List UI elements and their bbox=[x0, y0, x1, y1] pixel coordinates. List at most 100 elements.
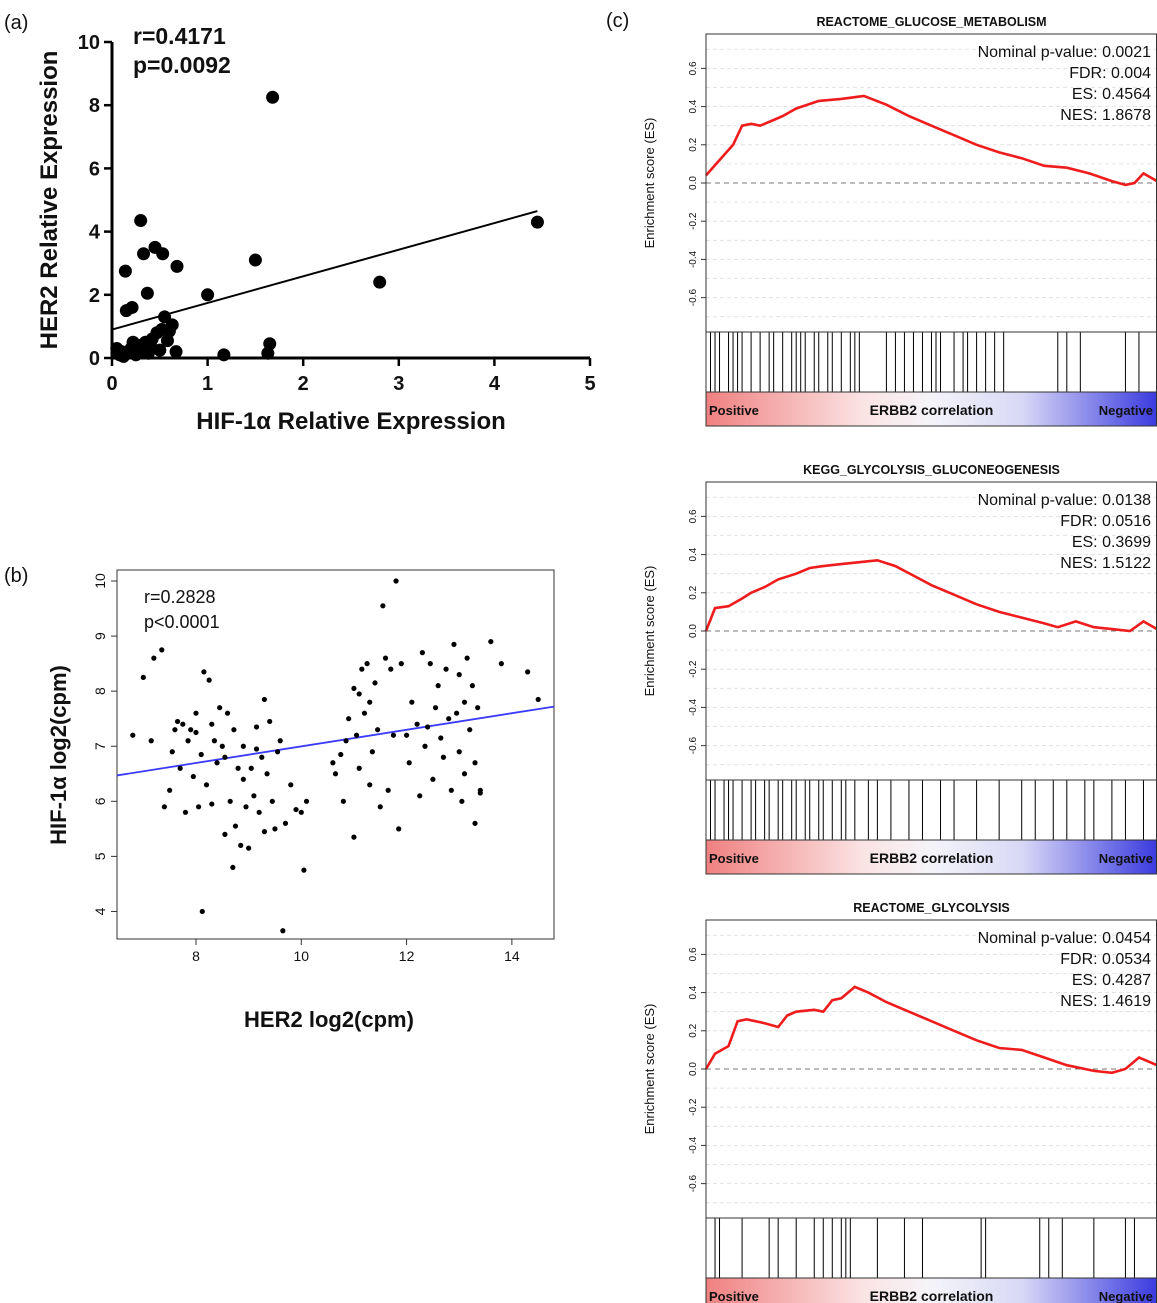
chart-c1-es-line bbox=[705, 94, 1157, 187]
chart-c3-stat: FDR: 0.0534 bbox=[1060, 951, 1151, 968]
chart-a-point bbox=[153, 343, 167, 357]
chart-b-point bbox=[459, 798, 465, 804]
chart-b-point bbox=[351, 685, 357, 692]
chart-b-point bbox=[456, 672, 462, 678]
chart-b-point bbox=[235, 765, 241, 771]
chart-b-point bbox=[130, 732, 136, 738]
chart-b-point bbox=[201, 669, 207, 675]
chart-a-point bbox=[125, 300, 139, 314]
chart-c3-y-tick-label: -0.6 bbox=[688, 1175, 699, 1193]
chart-b-point bbox=[209, 721, 215, 727]
panel-label-b: (b) bbox=[4, 565, 28, 587]
chart-a-y-tick-label: 10 bbox=[78, 32, 100, 54]
chart-c3-x-label: ERBB2 correlation bbox=[870, 1288, 994, 1303]
chart-a-y-tick-label: 2 bbox=[89, 285, 100, 307]
chart-b-x-tick-label: 8 bbox=[192, 948, 200, 964]
chart-b-point bbox=[427, 661, 433, 667]
chart-c3-stat: NES: 1.4619 bbox=[1060, 993, 1151, 1010]
chart-a-annotation-p: p=0.0092 bbox=[133, 52, 231, 78]
chart-a-annotation-r: r=0.4171 bbox=[133, 23, 226, 49]
chart-b-point bbox=[261, 829, 268, 835]
chart-b-point bbox=[185, 738, 191, 744]
chart-c2-es-line bbox=[704, 558, 1157, 633]
chart-c2-y-tick-label: -0.6 bbox=[688, 737, 699, 755]
chart-b-point bbox=[369, 749, 375, 755]
chart-a-y-tick-label: 0 bbox=[89, 348, 100, 370]
chart-c3-positive-label: Positive bbox=[709, 1289, 759, 1303]
chart-c2-gradient-bar bbox=[706, 840, 1157, 874]
chart-c1-stat: ES: 0.4564 bbox=[1072, 86, 1151, 103]
chart-b-point bbox=[375, 727, 381, 733]
chart-b-y-tick-label: 6 bbox=[92, 797, 108, 805]
chart-b-annotation-r: r=0.2828 bbox=[144, 587, 216, 607]
chart-b-point bbox=[332, 771, 339, 777]
chart-b-point bbox=[464, 655, 470, 661]
chart-c3-y-tick-label: 0.0 bbox=[688, 1062, 699, 1076]
chart-b-regression-line bbox=[116, 705, 555, 777]
chart-b-point bbox=[261, 696, 268, 703]
chart-b-point bbox=[453, 710, 460, 716]
chart-b-point bbox=[356, 691, 362, 697]
chart-b-point bbox=[467, 727, 473, 733]
chart-b-point bbox=[359, 666, 365, 672]
chart-b-point bbox=[443, 666, 449, 672]
chart-a-point bbox=[169, 345, 183, 359]
chart-c1-negative-label: Negative bbox=[1099, 403, 1153, 418]
chart-c1-x-label: ERBB2 correlation bbox=[870, 402, 994, 418]
chart-b-point bbox=[188, 727, 194, 733]
chart-b-point bbox=[274, 749, 281, 755]
chart-a-point bbox=[137, 247, 151, 261]
chart-b-x-tick-label: 10 bbox=[293, 948, 309, 964]
chart-b-point bbox=[174, 718, 181, 725]
chart-b-point bbox=[498, 661, 504, 667]
chart-b-point bbox=[396, 826, 402, 832]
chart-c1-y-tick-label: 0.6 bbox=[688, 61, 699, 75]
chart-b-point bbox=[388, 666, 394, 672]
chart-b-point bbox=[240, 776, 246, 782]
chart-b-point bbox=[196, 804, 202, 810]
chart-c3-es-line bbox=[704, 985, 1157, 1075]
chart-b-point bbox=[180, 721, 186, 727]
chart-b-point bbox=[425, 724, 431, 730]
chart-b-point bbox=[148, 738, 154, 744]
chart-c3-stat: ES: 0.4287 bbox=[1072, 972, 1151, 989]
chart-b-y-tick-label: 5 bbox=[92, 852, 108, 860]
chart-b-point bbox=[282, 820, 289, 826]
chart-b-point bbox=[525, 669, 531, 675]
chart-a-x-tick-label: 2 bbox=[298, 373, 309, 395]
chart-b-point bbox=[343, 738, 349, 744]
chart-b-point bbox=[422, 743, 428, 749]
chart-a-x-tick-label: 3 bbox=[393, 373, 404, 395]
chart-b-point bbox=[167, 787, 173, 793]
chart-c2-y-tick-label: 0.0 bbox=[688, 624, 699, 638]
chart-b-point bbox=[472, 820, 478, 826]
chart-b-point bbox=[248, 765, 254, 771]
chart-b-point bbox=[222, 754, 228, 760]
chart-b-y-tick-label: 10 bbox=[92, 573, 108, 589]
chart-c2-stat: NES: 1.5122 bbox=[1060, 555, 1151, 572]
chart-b-point bbox=[346, 716, 352, 722]
chart-b-point bbox=[367, 782, 373, 788]
chart-b: 8 10 12 14 4 5 6 7 8 9 10 r=0.2828 p<0.0001 HER2 … bbox=[46, 569, 555, 1032]
chart-c-group: REACTOME_GLUCOSE_METABOLISM 0.6 0.4 0.2 0.0 -… bbox=[642, 15, 1157, 1303]
chart-b-point bbox=[251, 793, 257, 799]
chart-b-point bbox=[217, 705, 223, 711]
chart-b-point bbox=[477, 790, 483, 796]
chart-a-x-tick-label: 5 bbox=[584, 373, 595, 395]
chart-c3-y-tick-label: -0.2 bbox=[688, 1098, 699, 1116]
chart-b-point bbox=[385, 787, 391, 793]
chart-b-point bbox=[253, 746, 260, 752]
chart-a-y-tick-label: 8 bbox=[89, 95, 100, 117]
chart-c1-gradient-bar bbox=[706, 392, 1157, 426]
chart-a-point bbox=[373, 275, 387, 289]
chart-c3-y-tick-label: 0.6 bbox=[688, 947, 699, 961]
chart-b-point bbox=[193, 710, 199, 716]
chart-a-point bbox=[201, 288, 215, 302]
chart-b-point bbox=[182, 809, 189, 815]
chart-c1-y-tick-label: -0.4 bbox=[688, 250, 699, 268]
chart-b-point bbox=[159, 647, 165, 653]
chart-b-point bbox=[206, 677, 212, 683]
chart-b-point bbox=[435, 683, 441, 689]
chart-b-point bbox=[451, 641, 457, 647]
chart-a-point bbox=[217, 348, 231, 362]
